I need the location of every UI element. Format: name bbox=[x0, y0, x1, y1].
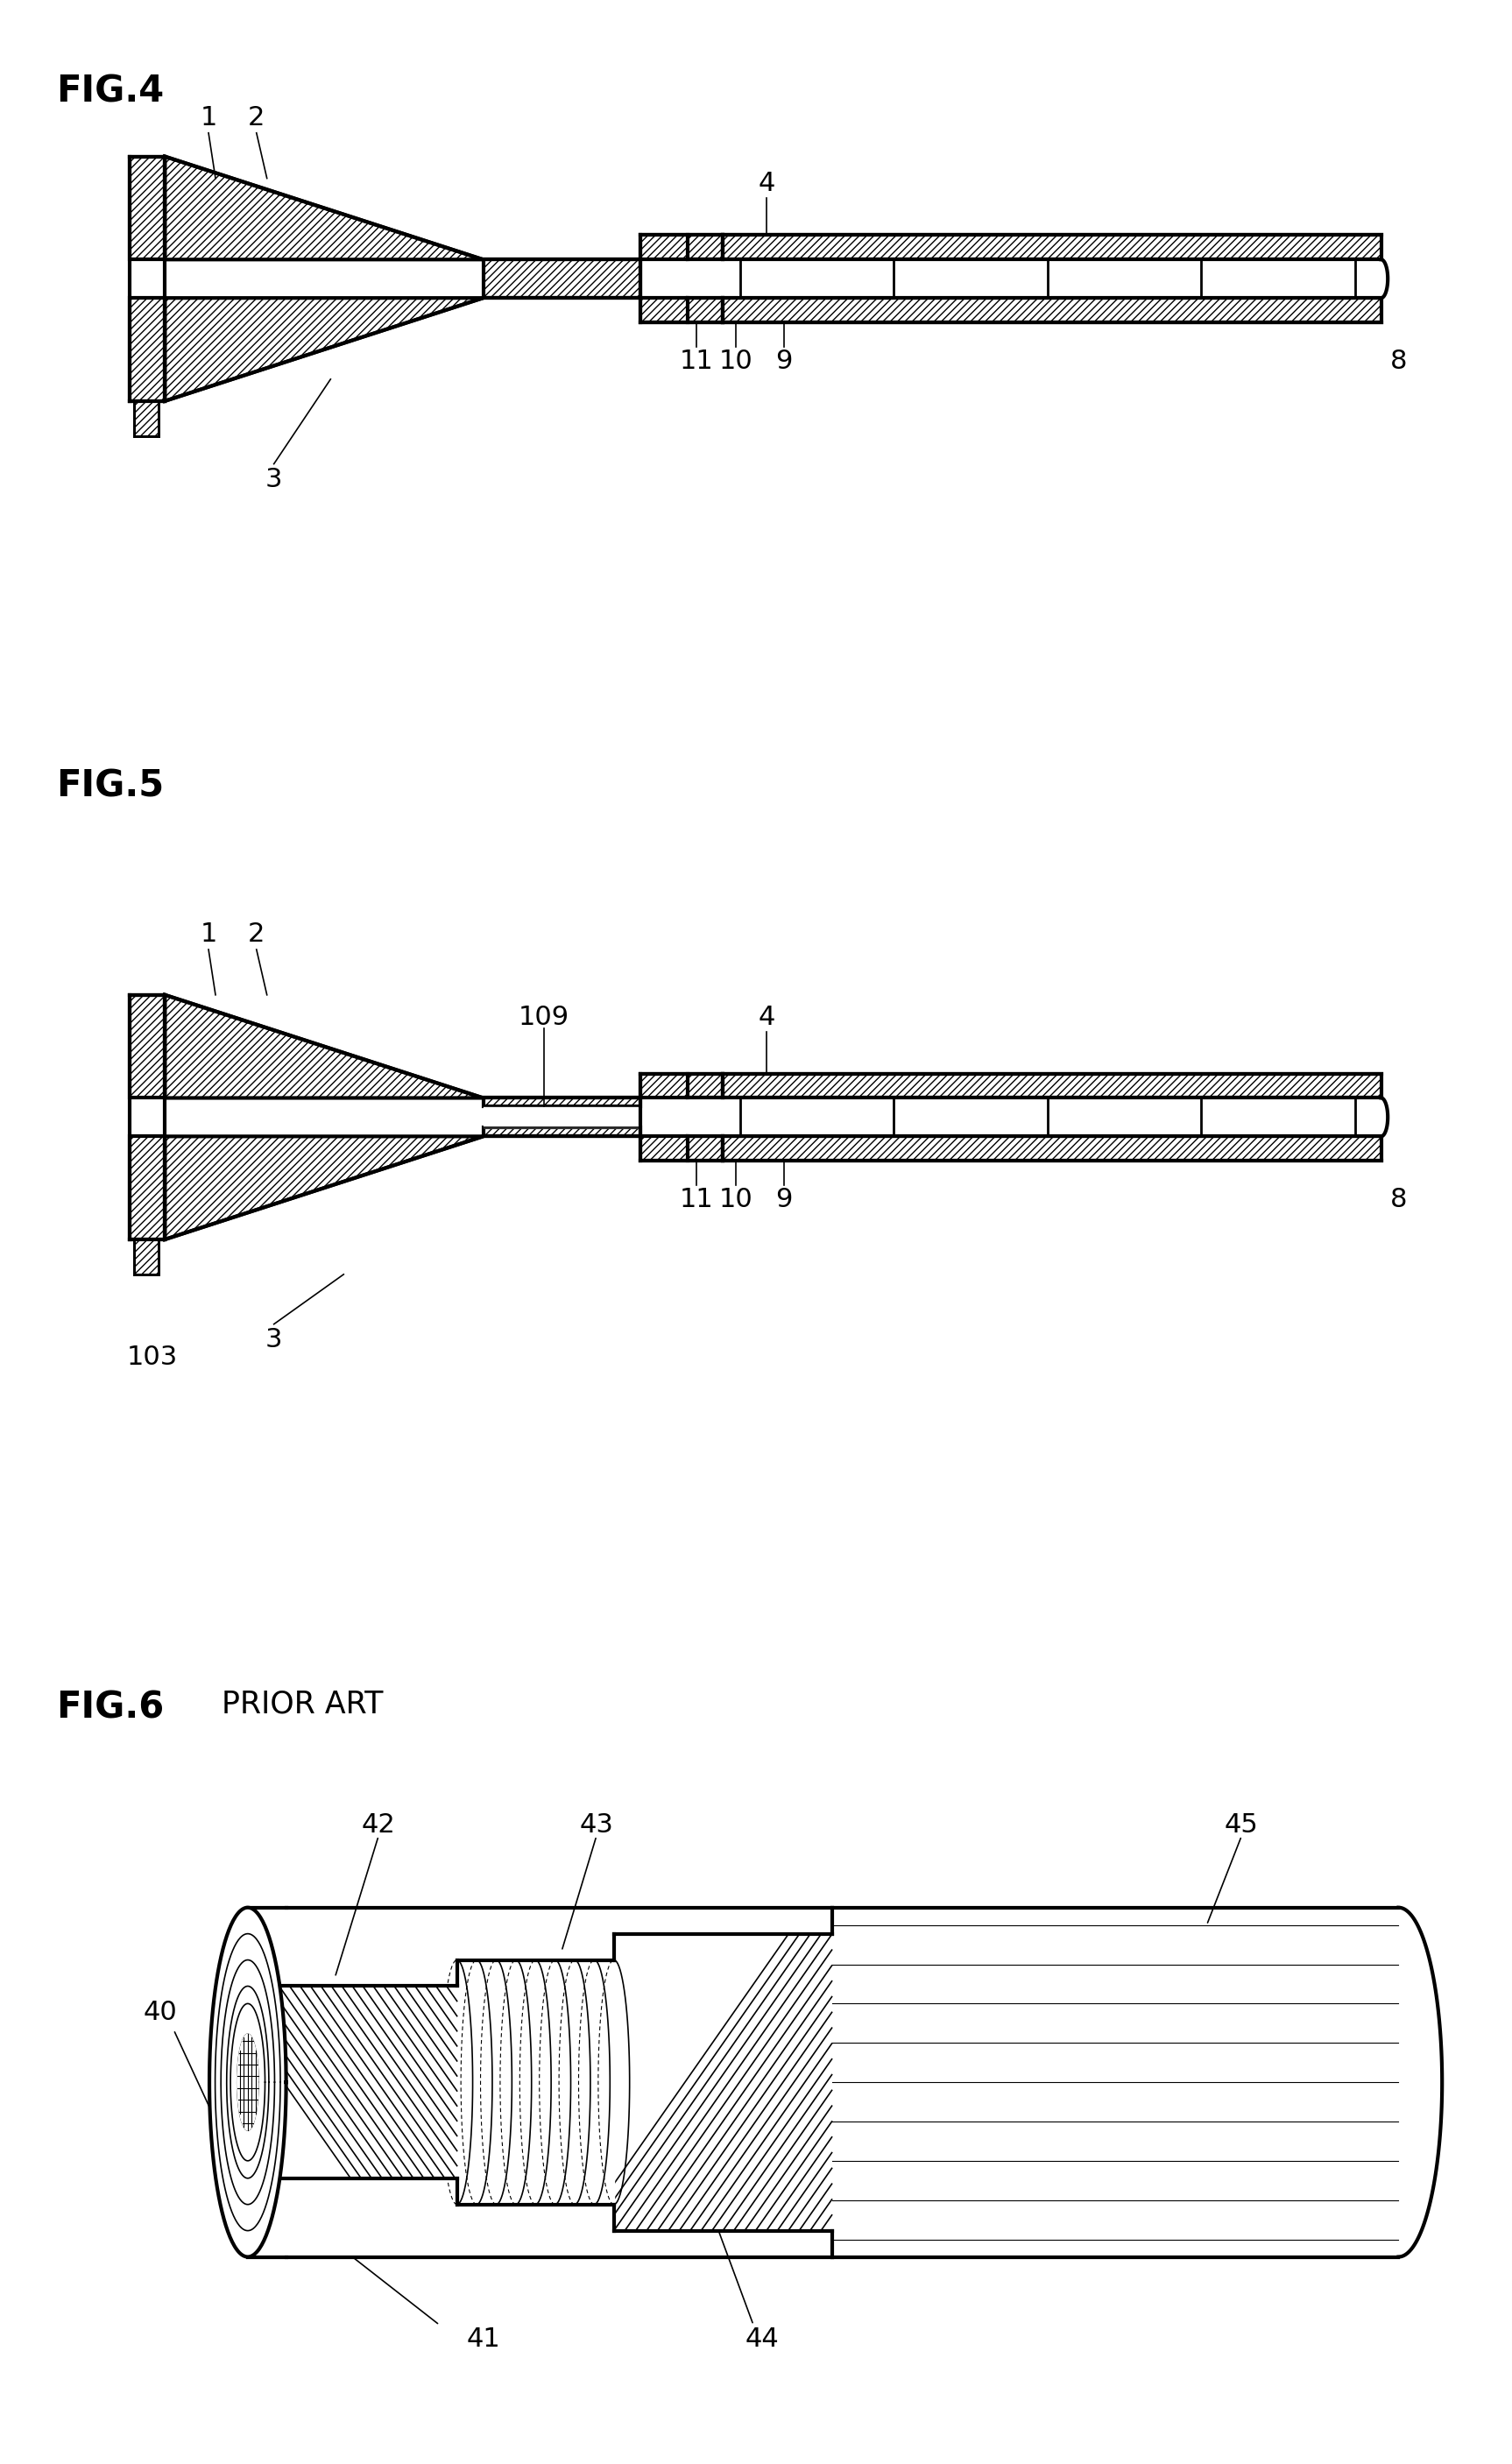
Polygon shape bbox=[130, 995, 165, 1099]
Text: 4: 4 bbox=[758, 170, 776, 195]
Polygon shape bbox=[135, 402, 159, 436]
Polygon shape bbox=[723, 1074, 1380, 1099]
Text: 2: 2 bbox=[248, 106, 265, 131]
Text: 8: 8 bbox=[1390, 1188, 1408, 1212]
Polygon shape bbox=[1399, 1907, 1442, 2257]
Polygon shape bbox=[723, 1136, 1380, 1161]
Text: 42: 42 bbox=[361, 1811, 396, 1838]
Text: 1: 1 bbox=[200, 922, 218, 946]
Polygon shape bbox=[165, 1136, 484, 1239]
Polygon shape bbox=[484, 1099, 640, 1106]
Polygon shape bbox=[484, 259, 640, 298]
Polygon shape bbox=[165, 298, 484, 402]
Polygon shape bbox=[135, 1239, 159, 1274]
Polygon shape bbox=[484, 1129, 640, 1136]
Polygon shape bbox=[165, 995, 484, 1099]
Text: FIG.4: FIG.4 bbox=[56, 74, 163, 111]
Text: 10: 10 bbox=[720, 347, 753, 375]
Text: 3: 3 bbox=[266, 466, 283, 493]
Text: 41: 41 bbox=[466, 2326, 500, 2353]
Text: 109: 109 bbox=[519, 1005, 570, 1030]
Polygon shape bbox=[723, 234, 1380, 259]
Text: 43: 43 bbox=[579, 1811, 614, 1838]
Text: 9: 9 bbox=[776, 1188, 792, 1212]
Polygon shape bbox=[640, 1136, 723, 1161]
Text: PRIOR ART: PRIOR ART bbox=[222, 1690, 383, 1720]
Text: 10: 10 bbox=[720, 1188, 753, 1212]
Polygon shape bbox=[723, 298, 1380, 323]
Text: FIG.6: FIG.6 bbox=[56, 1690, 163, 1725]
Text: 11: 11 bbox=[680, 347, 714, 375]
Polygon shape bbox=[237, 2035, 259, 2131]
Polygon shape bbox=[130, 1136, 165, 1239]
Text: 8: 8 bbox=[1390, 347, 1408, 375]
Text: 9: 9 bbox=[776, 347, 792, 375]
Text: 103: 103 bbox=[127, 1345, 177, 1370]
Text: 40: 40 bbox=[144, 2001, 177, 2025]
Text: 11: 11 bbox=[680, 1188, 714, 1212]
Text: 1: 1 bbox=[200, 106, 218, 131]
Polygon shape bbox=[640, 298, 723, 323]
Text: 2: 2 bbox=[248, 922, 265, 946]
Text: 45: 45 bbox=[1225, 1811, 1258, 1838]
Polygon shape bbox=[165, 158, 484, 259]
Text: 4: 4 bbox=[758, 1005, 776, 1030]
Text: 3: 3 bbox=[266, 1326, 283, 1353]
Polygon shape bbox=[130, 298, 165, 402]
Polygon shape bbox=[640, 1074, 723, 1099]
Polygon shape bbox=[209, 1907, 286, 2257]
Polygon shape bbox=[640, 234, 723, 259]
Polygon shape bbox=[130, 158, 165, 259]
Text: FIG.5: FIG.5 bbox=[56, 769, 163, 806]
Text: 44: 44 bbox=[745, 2326, 779, 2353]
